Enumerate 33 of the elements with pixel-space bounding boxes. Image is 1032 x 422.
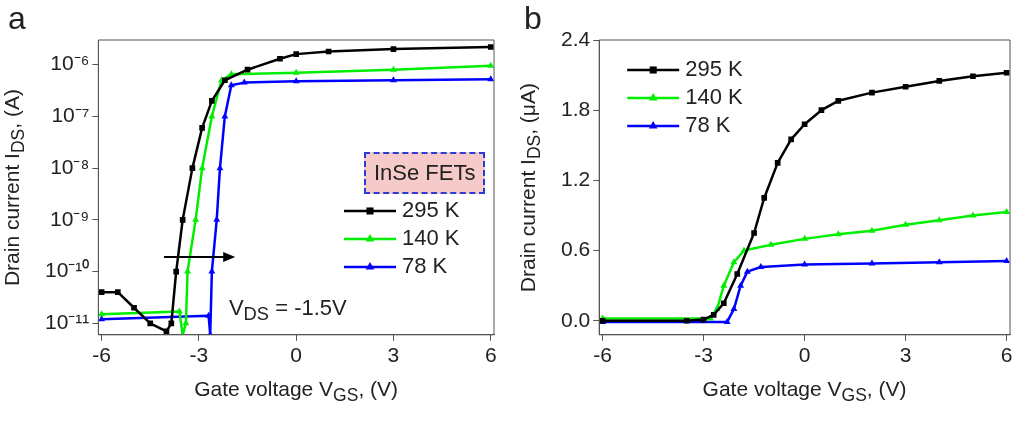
y-tick-label: 1.8: [560, 96, 591, 120]
x-tick-label: 3: [387, 343, 400, 367]
y-tick-label: 10⁻⁹: [49, 206, 90, 230]
y-tick-label: 0.0: [560, 307, 591, 331]
chart-title: b: [524, 0, 542, 37]
legend-label: 140 K: [685, 84, 744, 110]
x-tick-label: -3: [189, 343, 209, 367]
legend-label: 78 K: [402, 253, 448, 279]
y-tick-label: 0.6: [560, 237, 591, 261]
y-tick-label: 10⁻¹¹: [44, 310, 90, 334]
x-tick-label: -6: [593, 343, 612, 367]
x-tick-label: 6: [1000, 343, 1013, 367]
x-tick-label: -6: [92, 343, 111, 367]
x-axis-title: Gate voltage V$_{GS}$, (V): [194, 376, 399, 406]
x-axis-title: Gate voltage V$_{GS}$, (V): [702, 376, 907, 406]
y-tick-label: 2.4: [560, 26, 591, 50]
y-tick-label: 1.2: [560, 167, 591, 191]
legend-label: 295 K: [685, 56, 744, 82]
annotation: InSe FETs: [364, 152, 486, 195]
y-tick-label: 10⁻⁸: [50, 154, 90, 178]
x-tick-label: 0: [290, 343, 303, 367]
chart-title: a: [8, 0, 26, 37]
x-tick-label: -3: [694, 343, 713, 367]
legend-label: 295 K: [402, 197, 460, 223]
legend-label: 78 K: [685, 112, 731, 138]
x-tick-label: 3: [899, 343, 912, 367]
y-tick-label: 10⁻¹⁰: [44, 258, 90, 282]
x-tick-label: 6: [484, 343, 497, 367]
annotation: V$_{DS}$ = -1.5V: [228, 294, 347, 326]
y-tick-label: 10⁻⁷: [51, 103, 90, 127]
legend-label: 140 K: [402, 225, 460, 251]
y-tick-label: 10⁻⁶: [50, 51, 90, 75]
x-tick-label: 0: [798, 343, 811, 367]
